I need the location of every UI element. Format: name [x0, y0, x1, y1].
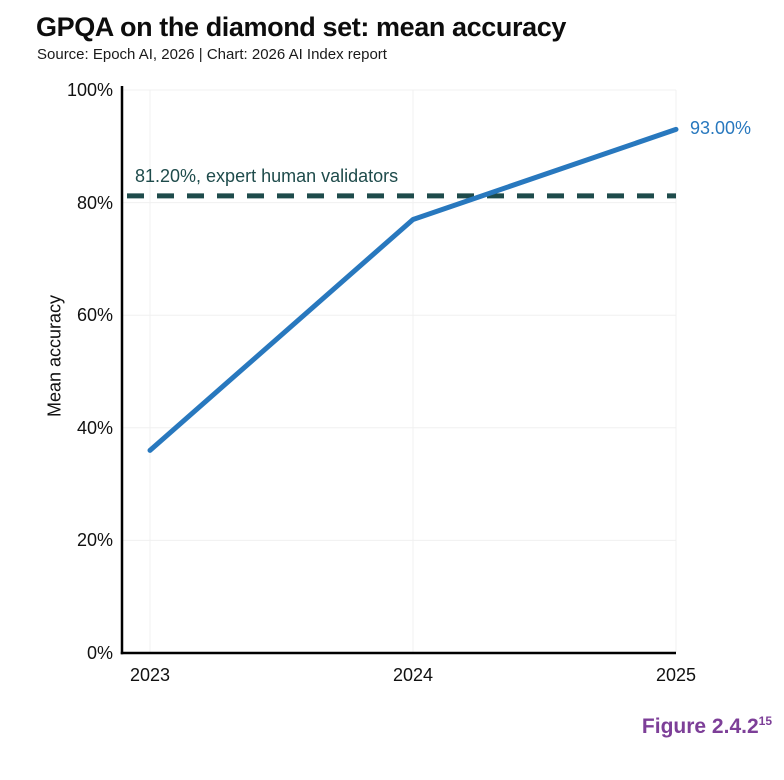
chart-canvas — [120, 86, 679, 655]
accuracy-line — [147, 126, 679, 453]
y-tick-label: 0% — [86, 643, 113, 663]
x-tick-label: 2025 — [655, 665, 697, 685]
figure-number-text: Figure 2.4.2 — [641, 715, 759, 738]
y-tick-label: 100% — [66, 80, 113, 100]
figure-number-footnote: 15 — [758, 714, 772, 728]
y-tick-label: 20% — [76, 530, 113, 551]
human-baseline-label: 81.20%, expert human validators — [135, 165, 399, 186]
chart-title: GPQA on the diamond set: mean accuracy — [36, 12, 566, 42]
y-tick-label: 80% — [76, 192, 113, 213]
chart-plot-area: Mean accuracy 81.20%, expert human valid… — [45, 80, 752, 685]
y-tick-label: 40% — [76, 417, 113, 438]
x-tick-label: 2024 — [392, 665, 434, 685]
x-tick-label: 2023 — [129, 665, 171, 685]
figure-number: Figure 2.4.215 — [642, 714, 772, 739]
chart-source: Source: Epoch AI, 2026 | Chart: 2026 AI … — [37, 46, 387, 63]
end-value-label: 93.00% — [690, 118, 752, 139]
y-tick-label: 60% — [76, 305, 113, 326]
